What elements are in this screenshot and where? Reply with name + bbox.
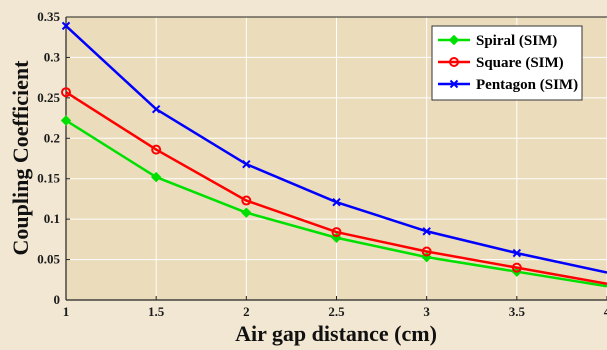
data-point-diamond bbox=[150, 171, 162, 183]
y-tick-label: 0.15 bbox=[37, 171, 60, 186]
x-tick-label: 3 bbox=[423, 304, 430, 319]
y-tick-label: 0.05 bbox=[37, 252, 60, 267]
data-point-x bbox=[332, 197, 341, 207]
data-point-circle bbox=[331, 227, 342, 238]
data-point-diamond bbox=[241, 207, 252, 218]
legend: Spiral (SIM) Square (SIM) Pentagon (SIM) bbox=[431, 25, 583, 101]
data-point-x bbox=[512, 248, 522, 258]
axis-ticks: 1 1.5 2 2.5 3 3.5 4 0 0.05 0.1 0.15 0.2 0.25 0.3 0.35 bbox=[37, 9, 607, 319]
legend-item: Spiral (SIM) bbox=[438, 33, 557, 49]
data-point-circle bbox=[421, 246, 432, 257]
y-axis-title: Coupling Coefficient bbox=[8, 60, 33, 256]
y-tick-label: 0.35 bbox=[37, 9, 60, 24]
data-point-circle bbox=[511, 262, 522, 273]
x-tick-label: 2 bbox=[243, 304, 250, 319]
data-point-circle bbox=[241, 195, 252, 206]
data-point-circle bbox=[449, 57, 459, 67]
legend-item: Square (SIM) bbox=[438, 55, 564, 71]
y-tick-label: 0.1 bbox=[44, 211, 60, 226]
legend-label: Pentagon (SIM) bbox=[476, 77, 578, 93]
x-tick-label: 3.5 bbox=[509, 304, 526, 319]
y-tick-label: 0.3 bbox=[44, 49, 61, 64]
x-tick-label: 1.5 bbox=[148, 304, 165, 319]
series-group bbox=[61, 21, 607, 274]
data-point-circle bbox=[151, 144, 162, 155]
data-point-diamond bbox=[448, 34, 460, 46]
x-tick-label: 1 bbox=[63, 304, 70, 319]
y-tick-label: 0.25 bbox=[37, 90, 60, 105]
legend-label: Spiral (SIM) bbox=[476, 33, 557, 49]
x-tick-label: 2.5 bbox=[328, 304, 345, 319]
data-point-circle bbox=[61, 87, 71, 98]
data-point-diamond bbox=[60, 115, 72, 126]
y-tick-label: 0.2 bbox=[44, 130, 60, 145]
y-tick-label: 0 bbox=[54, 292, 61, 307]
data-point-x bbox=[422, 227, 431, 236]
series-group bbox=[61, 87, 607, 286]
legend-item: Pentagon (SIM) bbox=[438, 77, 578, 93]
data-point-x bbox=[449, 79, 459, 89]
data-point-x bbox=[151, 104, 161, 114]
x-axis-title: Air gap distance (cm) bbox=[235, 321, 437, 346]
data-point-x bbox=[61, 21, 71, 31]
series-lines bbox=[60, 21, 607, 288]
series-line bbox=[65, 91, 607, 286]
x-tick-label: 4 bbox=[604, 304, 607, 319]
legend-label: Square (SIM) bbox=[476, 55, 564, 71]
data-point-x bbox=[242, 159, 251, 169]
